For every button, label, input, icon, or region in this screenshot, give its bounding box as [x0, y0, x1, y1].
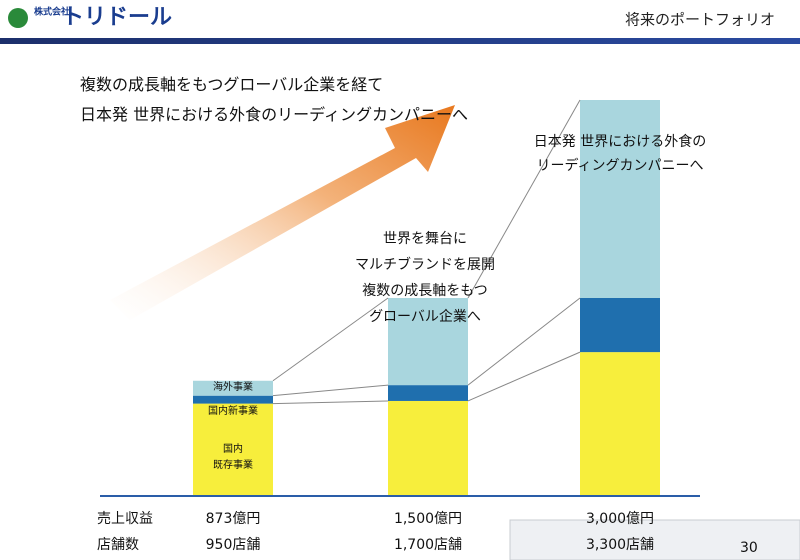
bar-segment [388, 385, 468, 401]
annotation: 世界を舞台に マルチブランドを展開 複数の成長軸をもつ グローバル企業へ [355, 231, 495, 325]
row-value: 1,500億円 [394, 511, 462, 527]
bar-segment [193, 380, 273, 396]
header-band [0, 38, 800, 44]
connector [467, 297, 581, 386]
row-value: 1,700店舗 [394, 537, 462, 553]
overlay-window [509, 519, 800, 560]
row-value: 873億円 [206, 511, 261, 527]
bar-segment [580, 100, 660, 298]
legend-label: 国内新事業 [208, 405, 258, 417]
logo-icon [8, 8, 28, 28]
bar-segment [388, 298, 468, 386]
bar-segment [388, 400, 468, 496]
connector [272, 400, 389, 405]
headline: 複数の成長軸をもつグローバル企業を経て 日本発 世界における外食のリーディングカ… [80, 75, 468, 124]
logo: トリドール [62, 5, 172, 30]
legend-label: 海外事業 [213, 382, 253, 394]
row-value: 3,300店舗 [586, 537, 654, 553]
row-value: 950店舗 [206, 537, 261, 553]
bar-segment [193, 403, 273, 496]
annotation: 日本発 世界における外食の リーディングカンパニーへ [533, 134, 707, 174]
connector [467, 99, 581, 299]
connector [467, 351, 581, 402]
bar-segment [580, 352, 660, 496]
growth-arrow [110, 105, 455, 320]
connector [272, 297, 389, 382]
logo-small: 株式会社 [34, 6, 70, 18]
page-number: 30 [740, 540, 758, 556]
legend-label: 国内 既存事業 [213, 443, 253, 471]
row-value: 3,000億円 [586, 511, 654, 527]
section-title: 将来のポートフォリオ [625, 11, 775, 29]
row-label: 売上収益 [97, 511, 153, 527]
connector [272, 384, 389, 397]
bar-segment [580, 298, 660, 353]
row-label: 店舗数 [97, 537, 139, 553]
bar-segment [193, 395, 273, 404]
